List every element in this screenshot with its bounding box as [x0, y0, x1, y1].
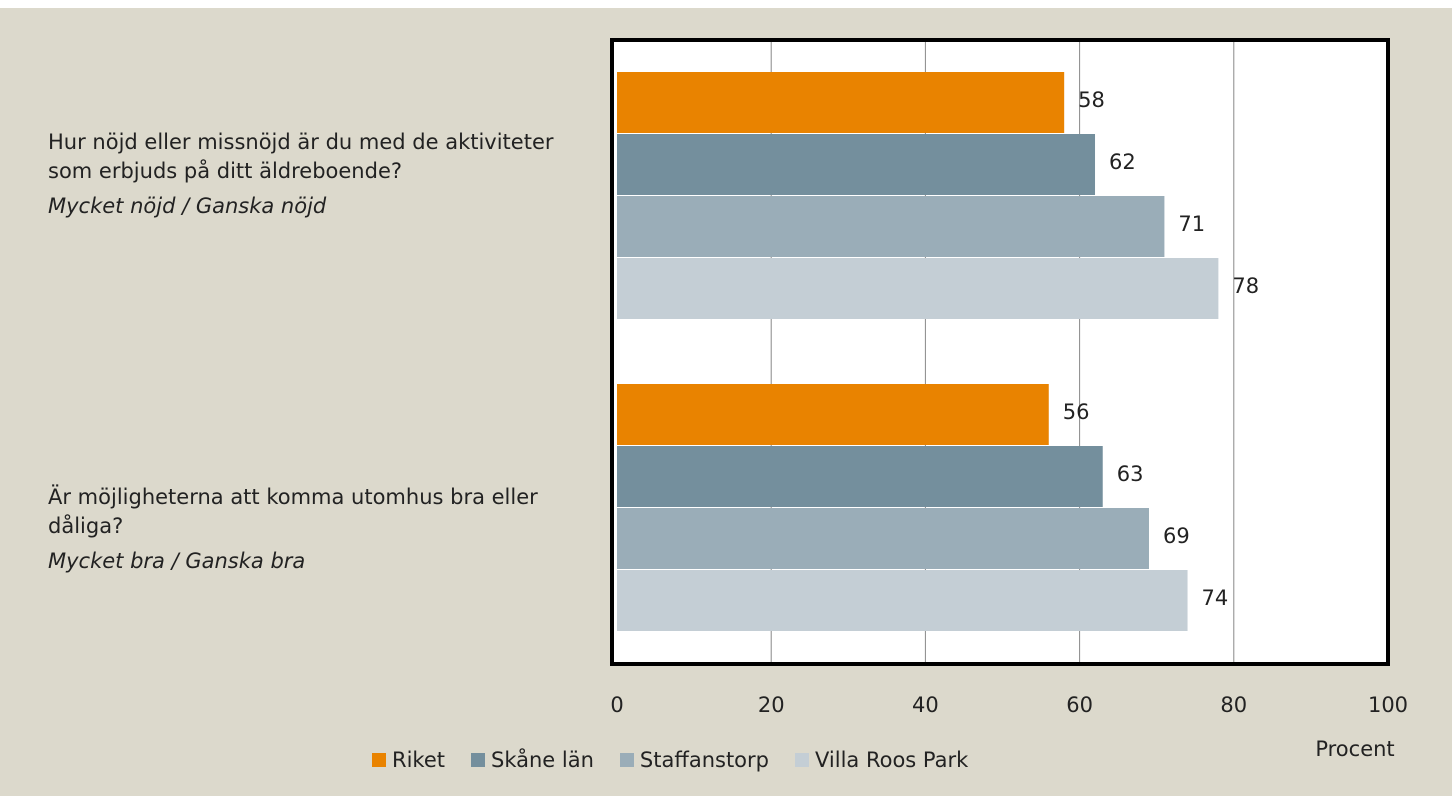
bar — [617, 446, 1103, 507]
bar — [617, 384, 1049, 445]
bar — [617, 508, 1149, 569]
legend-swatch — [619, 753, 634, 767]
legend: Riket Skåne län Staffanstorp Villa Roos Par… — [372, 748, 968, 772]
value-label: 78 — [1232, 274, 1259, 298]
value-label: 63 — [1117, 462, 1144, 486]
x-tick-label: 0 — [610, 693, 623, 717]
value-label: 62 — [1109, 150, 1136, 174]
bar — [617, 196, 1165, 257]
x-tick-label: 20 — [758, 693, 785, 717]
x-tick-label: 60 — [1066, 693, 1093, 717]
legend-label: Staffanstorp — [639, 748, 769, 772]
value-label: 69 — [1163, 524, 1190, 548]
legend-item: Staffanstorp — [619, 748, 769, 772]
value-label: 74 — [1202, 586, 1229, 610]
legend-item: Villa Roos Park — [795, 748, 968, 772]
category-text: Hur nöjd eller missnöjd är du med de akt… — [48, 130, 554, 183]
legend-label: Riket — [392, 748, 445, 772]
bar — [617, 72, 1065, 133]
category-label: Hur nöjd eller missnöjd är du med de akt… — [48, 128, 568, 221]
x-tick-label: 40 — [912, 693, 939, 717]
legend-item: Skåne län — [471, 748, 594, 772]
bar — [617, 134, 1096, 195]
x-axis-label: Procent — [1315, 737, 1394, 761]
value-label: 58 — [1078, 88, 1105, 112]
legend-label: Villa Roos Park — [815, 748, 969, 772]
legend-swatch — [471, 753, 485, 767]
legend-label: Skåne län — [491, 748, 594, 772]
x-tick-label: 80 — [1220, 693, 1247, 717]
value-label: 71 — [1178, 212, 1205, 236]
category-text: Är möjligheterna att komma utomhus bra e… — [48, 485, 538, 538]
bar — [617, 258, 1219, 319]
plot-border — [610, 38, 1390, 666]
bar — [617, 570, 1188, 631]
legend-swatch — [795, 753, 809, 767]
legend-swatch — [372, 753, 386, 767]
category-label: Är möjligheterna att komma utomhus bra e… — [48, 483, 568, 576]
category-subtitle: Mycket nöjd / Ganska nöjd — [48, 194, 327, 218]
x-tick-label: 100 — [1368, 693, 1408, 717]
category-subtitle: Mycket bra / Ganska bra — [48, 549, 306, 573]
legend-item: Riket — [372, 748, 445, 772]
value-label: 56 — [1063, 400, 1090, 424]
